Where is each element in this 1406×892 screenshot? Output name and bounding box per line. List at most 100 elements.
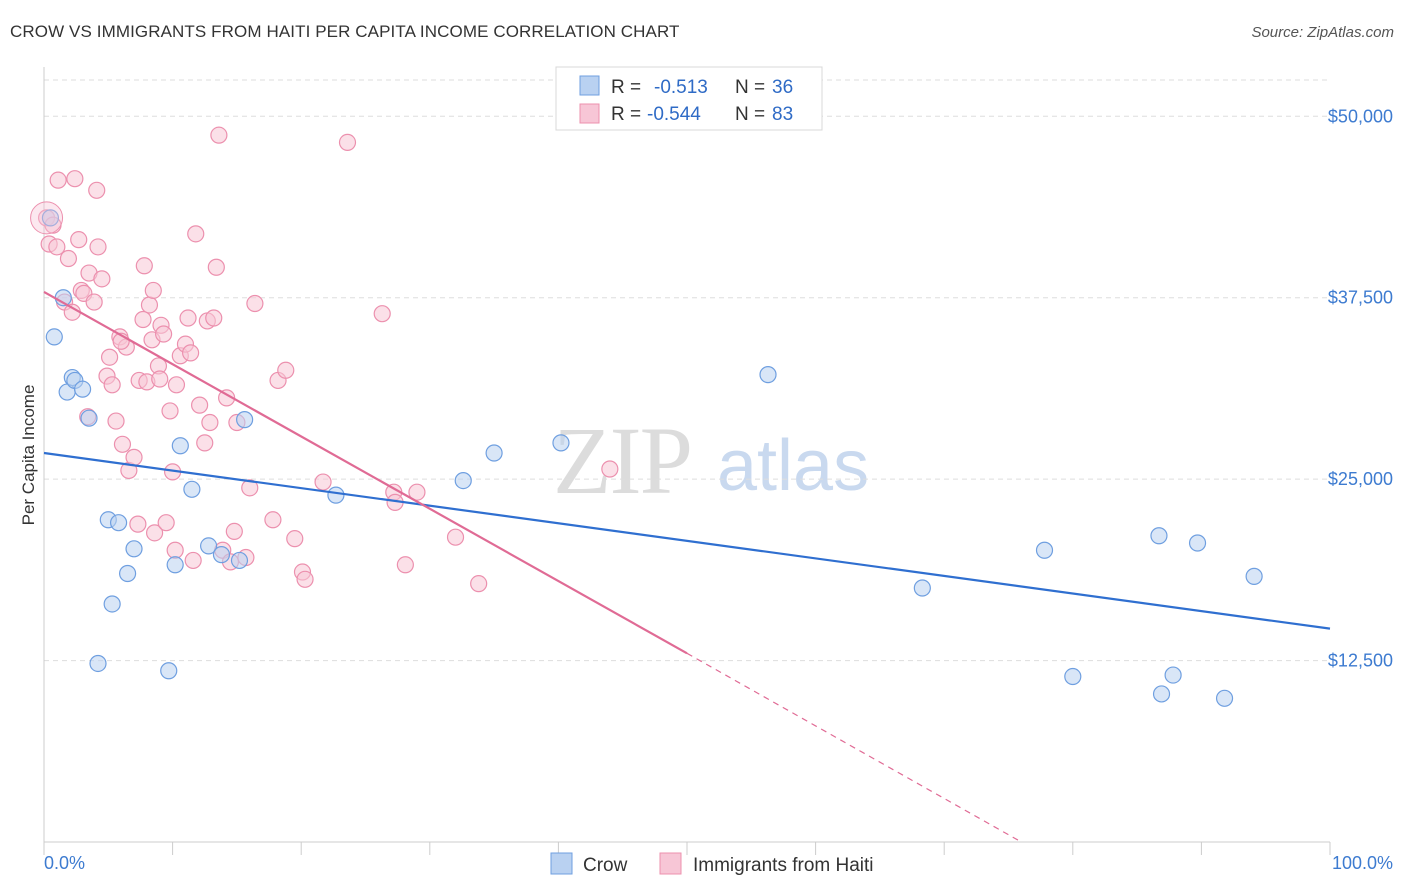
haiti-point [59, 249, 78, 268]
haiti-point [601, 460, 619, 478]
haiti-point [145, 524, 164, 542]
crow-point [1215, 689, 1234, 707]
crow-point [41, 209, 60, 227]
haiti-trend-extension [686, 652, 1022, 843]
crow-point [73, 380, 92, 398]
crow-point [1152, 685, 1171, 703]
legend-r-value-crow: -0.513 [654, 77, 708, 98]
haiti-point [201, 413, 219, 432]
haiti-point [246, 294, 264, 313]
haiti-point [85, 293, 103, 311]
haiti-point [225, 522, 243, 540]
haiti-point [49, 171, 67, 189]
source-label: Source: ZipAtlas.com [1251, 24, 1394, 41]
crow-point [118, 564, 137, 583]
haiti-point [135, 257, 153, 275]
haiti-point [396, 556, 414, 574]
legend: R = -0.513 N = 36 R = -0.544 N = 83 [555, 66, 823, 131]
y-axis-label: Per Capita Income [19, 385, 38, 526]
haiti-point [470, 575, 488, 593]
legend-n-value-haiti: 83 [772, 104, 793, 125]
legend-r-label-crow: R = [611, 77, 641, 98]
haiti-point [100, 348, 119, 366]
haiti-point [264, 511, 282, 529]
legend-r-value-haiti: -0.544 [647, 104, 701, 125]
haiti-point [113, 435, 132, 453]
watermark-atlas: atlas [717, 426, 869, 506]
bottom-legend: Crow Immigrants from Haiti [550, 852, 874, 876]
haiti-point [373, 305, 391, 323]
haiti-point [196, 434, 214, 452]
crow-point [89, 654, 107, 673]
legend-swatch-haiti [579, 103, 600, 124]
haiti-point [161, 402, 179, 420]
trend-lines [43, 290, 1331, 843]
crow-point [236, 411, 254, 429]
haiti-point [241, 479, 259, 497]
crow-point [1150, 527, 1168, 545]
data-points [30, 126, 1263, 707]
legend-n-value-crow: 36 [772, 77, 793, 98]
legend-n-label-crow: N = [735, 77, 765, 98]
haiti-point [187, 225, 205, 243]
bottom-legend-swatch-haiti [659, 852, 682, 875]
haiti-point [184, 551, 202, 570]
crow-point [109, 514, 128, 532]
crow-point [454, 471, 472, 490]
watermark-zip: ZIP [553, 407, 691, 514]
haiti-point [48, 238, 66, 256]
legend-swatch-crow [579, 75, 600, 96]
crow-point [485, 444, 503, 462]
y-tick-label: $50,000 [1328, 106, 1393, 126]
gridlines [44, 79, 1330, 662]
haiti-point [93, 270, 111, 288]
crow-point [1188, 534, 1207, 552]
haiti-point [125, 448, 143, 466]
haiti-point [151, 370, 169, 388]
chart-title: CROW VS IMMIGRANTS FROM HAITI PER CAPITA… [10, 22, 680, 41]
haiti-point [205, 309, 223, 327]
haiti-point [144, 281, 162, 300]
haiti-point [408, 483, 426, 501]
crow-point [552, 434, 570, 452]
haiti-point [140, 296, 159, 314]
haiti-point [89, 238, 107, 256]
haiti-point [286, 530, 304, 548]
crow-point [80, 409, 98, 427]
haiti-point [167, 376, 186, 394]
crow-point [1164, 666, 1182, 684]
crow-point [1245, 567, 1263, 585]
haiti-point [30, 201, 64, 235]
haiti-point [154, 325, 173, 343]
haiti-point [338, 133, 357, 152]
crow-point [200, 537, 218, 555]
crow-point [160, 662, 178, 680]
crow-point [125, 540, 143, 558]
crow-trend-line [43, 451, 1331, 630]
haiti-point [277, 361, 295, 379]
crow-point [166, 556, 184, 574]
haiti-point [134, 310, 152, 329]
crow-point [230, 551, 249, 570]
legend-n-label-haiti: N = [735, 104, 765, 125]
crow-point [1064, 667, 1082, 686]
bottom-legend-swatch-crow [550, 852, 573, 875]
crow-point [45, 328, 63, 346]
haiti-point [107, 412, 125, 430]
y-tick-label: $25,000 [1328, 469, 1393, 489]
haiti-point [191, 396, 209, 414]
crow-point [327, 486, 345, 504]
bottom-legend-label-haiti: Immigrants from Haiti [693, 855, 874, 876]
haiti-point [103, 376, 121, 394]
x-tick-label-min: 0.0% [44, 853, 85, 873]
y-tick-label: $12,500 [1328, 651, 1393, 671]
y-tick-label: $37,500 [1328, 288, 1393, 308]
crow-point [913, 579, 931, 597]
bottom-legend-label-crow: Crow [583, 855, 628, 876]
haiti-point [210, 126, 228, 144]
crow-point [103, 595, 121, 613]
x-tick-label-max: 100.0% [1332, 853, 1393, 873]
crow-point [171, 437, 189, 455]
haiti-point [166, 541, 184, 559]
